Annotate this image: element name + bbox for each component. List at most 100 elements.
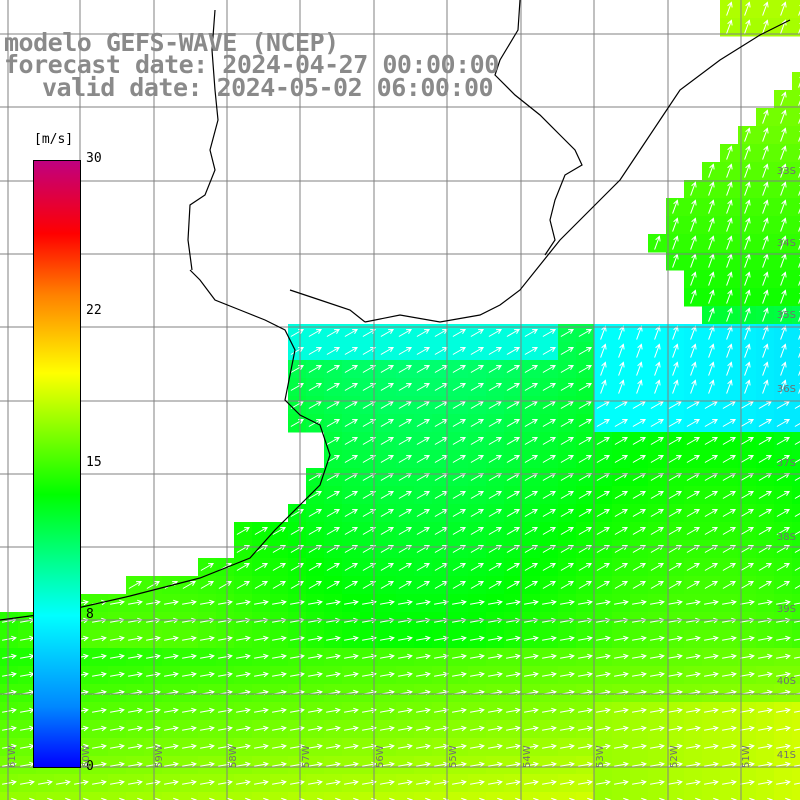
wind-arrow	[326, 635, 341, 642]
wind-arrow	[780, 289, 787, 304]
wind-arrow	[650, 490, 664, 499]
wind-arrow	[524, 761, 539, 768]
wind-arrow	[596, 454, 610, 463]
wind-arrow	[362, 418, 376, 427]
wind-arrow	[780, 307, 787, 322]
wind-arrow	[416, 382, 430, 391]
wind-arrow	[398, 562, 412, 571]
wind-arrow	[632, 418, 646, 427]
wind-arrow	[344, 707, 359, 714]
wind-arrow	[762, 271, 769, 286]
wind-arrow	[272, 671, 287, 678]
wind-arrow	[416, 580, 430, 589]
wind-arrow	[542, 490, 556, 499]
wind-arrow	[290, 599, 305, 606]
wind-arrow	[668, 490, 682, 499]
wind-arrow	[164, 653, 179, 660]
wind-arrow	[632, 653, 647, 660]
wind-cell	[594, 792, 613, 800]
wind-cell	[684, 792, 703, 800]
wind-arrow	[344, 490, 358, 499]
wind-arrow	[744, 235, 751, 250]
wind-arrow	[164, 707, 179, 714]
wind-arrow	[560, 508, 574, 517]
wind-arrow	[200, 653, 215, 660]
wind-arrow	[110, 671, 125, 678]
wind-arrow	[182, 580, 196, 589]
lon-label: 53W	[595, 745, 606, 768]
wind-arrow	[380, 562, 394, 571]
wind-arrow	[762, 127, 769, 142]
wind-arrow	[708, 181, 715, 196]
wind-arrow	[452, 761, 467, 768]
wind-arrow	[794, 440, 800, 445]
wind-arrow	[272, 526, 286, 535]
wind-arrow	[780, 271, 787, 286]
wind-arrow	[794, 620, 800, 623]
wind-arrow	[2, 725, 17, 732]
wind-arrow	[236, 743, 251, 750]
wind-arrow	[614, 418, 628, 427]
wind-arrow	[794, 584, 800, 589]
lat-label: 40S	[776, 676, 796, 687]
wind-arrow	[632, 454, 646, 463]
wind-arrow	[524, 328, 538, 337]
wind-arrow	[470, 761, 485, 768]
wind-cell	[792, 90, 800, 109]
wind-arrow	[668, 653, 683, 660]
wind-arrow	[182, 671, 197, 678]
wind-arrow	[398, 671, 413, 678]
wind-arrow	[798, 22, 800, 34]
wind-arrow	[488, 725, 503, 732]
wind-arrow	[542, 418, 556, 427]
wind-arrow	[146, 599, 161, 606]
wind-arrow	[254, 779, 269, 786]
wind-cell	[360, 792, 379, 800]
wind-arrow	[2, 779, 17, 786]
wind-arrow	[780, 379, 787, 394]
wind-arrow	[308, 761, 323, 768]
wind-arrow	[762, 325, 769, 340]
border-line	[187, 9, 219, 271]
wind-arrow	[146, 671, 161, 678]
wind-arrow	[344, 653, 359, 660]
wind-arrow	[726, 307, 733, 322]
wind-arrow	[704, 526, 718, 535]
wind-arrow	[380, 779, 395, 786]
lagoon-outline	[289, 289, 366, 323]
wind-arrow	[344, 580, 358, 589]
wind-arrow	[740, 526, 754, 535]
wind-arrow	[798, 202, 800, 214]
wind-arrow	[614, 779, 629, 786]
wind-arrow	[758, 562, 772, 571]
wind-arrow	[578, 328, 592, 337]
wind-arrow	[722, 707, 737, 714]
wind-arrow	[542, 671, 557, 678]
wind-arrow	[470, 779, 485, 786]
wind-arrow	[650, 454, 664, 463]
wind-arrow	[668, 562, 682, 571]
wind-arrow	[362, 526, 376, 535]
wind-arrow	[650, 562, 664, 571]
wind-arrow	[762, 217, 769, 232]
wind-arrow	[326, 436, 340, 445]
wind-arrow	[632, 707, 647, 714]
wind-arrow	[740, 671, 755, 678]
wind-arrow	[686, 653, 701, 660]
wind-arrow	[762, 163, 769, 178]
wind-cell	[288, 792, 307, 800]
wind-arrow	[398, 707, 413, 714]
wind-arrow	[524, 418, 538, 427]
wind-arrow	[182, 599, 197, 606]
wind-arrow	[578, 436, 592, 445]
wind-arrow	[600, 343, 607, 358]
lon-label: 59W	[154, 745, 165, 768]
wind-arrow	[488, 653, 503, 660]
wind-arrow	[146, 743, 161, 750]
wind-cell	[792, 450, 800, 469]
wind-arrow	[560, 743, 575, 750]
wind-arrow	[92, 761, 107, 768]
wind-arrow	[380, 580, 394, 589]
